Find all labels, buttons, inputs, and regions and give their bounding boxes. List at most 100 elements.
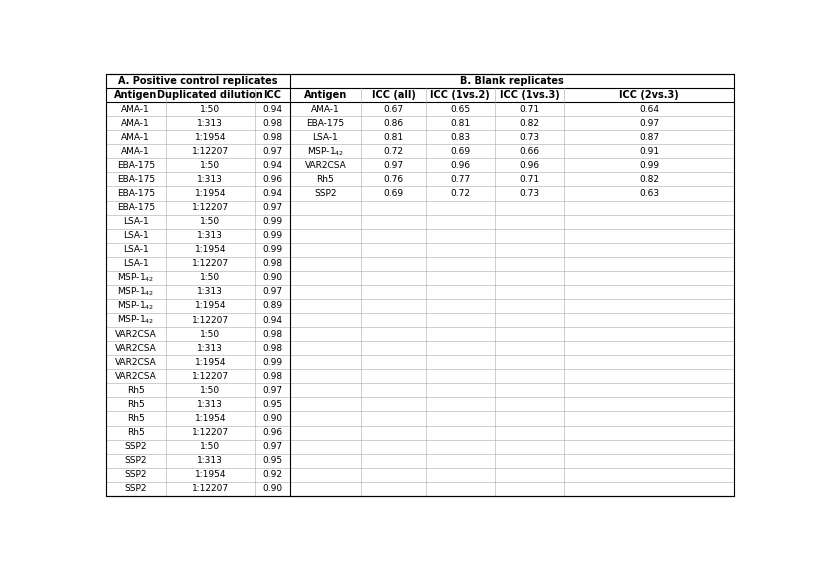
Text: AMA-1: AMA-1 [121,133,150,142]
Text: 1:50: 1:50 [200,442,220,451]
Text: 0.95: 0.95 [262,400,283,409]
Text: VAR2CSA: VAR2CSA [115,330,156,339]
Text: Antigen: Antigen [304,90,347,100]
Text: 0.99: 0.99 [262,231,283,240]
Text: 0.71: 0.71 [519,105,540,114]
Text: 0.81: 0.81 [450,119,470,128]
Text: 0.94: 0.94 [262,315,283,324]
Text: 0.73: 0.73 [519,189,540,198]
Text: Rh5: Rh5 [127,400,145,409]
Text: 1:12207: 1:12207 [192,147,229,156]
Text: Duplicated dilution: Duplicated dilution [157,90,263,100]
Text: 0.96: 0.96 [262,175,283,184]
Text: 0.99: 0.99 [262,245,283,254]
Text: ICC (1vs.3): ICC (1vs.3) [500,90,559,100]
Text: EBA-175: EBA-175 [116,175,155,184]
Text: VAR2CSA: VAR2CSA [115,344,156,353]
Text: 0.73: 0.73 [519,133,540,142]
Text: 1:313: 1:313 [197,400,224,409]
Text: 1:12207: 1:12207 [192,259,229,268]
Text: 0.66: 0.66 [519,147,540,156]
Text: 0.65: 0.65 [450,105,470,114]
Text: 0.98: 0.98 [262,344,283,353]
Text: 1:1954: 1:1954 [195,414,226,423]
Text: 0.72: 0.72 [450,189,470,198]
Text: 0.94: 0.94 [262,189,283,198]
Text: VAR2CSA: VAR2CSA [115,358,156,367]
Text: LSA-1: LSA-1 [123,259,148,268]
Text: 0.69: 0.69 [450,147,470,156]
Text: 0.97: 0.97 [262,147,283,156]
Text: 1:1954: 1:1954 [195,245,226,254]
Text: MSP-1$_{42}$: MSP-1$_{42}$ [117,285,155,298]
Text: 1:12207: 1:12207 [192,315,229,324]
Text: LSA-1: LSA-1 [123,231,148,240]
Text: 0.94: 0.94 [262,105,283,114]
Text: 0.82: 0.82 [639,175,659,184]
Text: EBA-175: EBA-175 [116,203,155,212]
Text: 1:313: 1:313 [197,175,224,184]
Text: 0.99: 0.99 [262,358,283,367]
Text: 0.81: 0.81 [383,133,404,142]
Text: SSP2: SSP2 [124,470,147,479]
Text: A. Positive control replicates: A. Positive control replicates [118,76,278,86]
Text: 1:313: 1:313 [197,119,224,128]
Text: 1:1954: 1:1954 [195,301,226,310]
Text: AMA-1: AMA-1 [121,119,150,128]
Text: Antigen: Antigen [114,90,157,100]
Text: 0.86: 0.86 [383,119,404,128]
Text: LSA-1: LSA-1 [313,133,338,142]
Text: SSP2: SSP2 [314,189,337,198]
Text: 0.89: 0.89 [262,301,283,310]
Text: MSP-1$_{42}$: MSP-1$_{42}$ [117,271,155,284]
Text: 0.82: 0.82 [519,119,540,128]
Text: 0.67: 0.67 [383,105,404,114]
Text: 0.92: 0.92 [262,470,283,479]
Text: VAR2CSA: VAR2CSA [115,372,156,381]
Text: 0.97: 0.97 [383,161,404,170]
Text: 0.97: 0.97 [262,386,283,395]
Text: 1:50: 1:50 [200,330,220,339]
Text: 1:50: 1:50 [200,273,220,282]
Text: AMA-1: AMA-1 [121,105,150,114]
Text: LSA-1: LSA-1 [123,217,148,226]
Text: 0.90: 0.90 [262,273,283,282]
Text: 0.77: 0.77 [450,175,470,184]
Text: 1:313: 1:313 [197,456,224,465]
Text: SSP2: SSP2 [124,442,147,451]
Text: 0.98: 0.98 [262,330,283,339]
Text: LSA-1: LSA-1 [123,245,148,254]
Text: 0.94: 0.94 [262,161,283,170]
Text: 0.64: 0.64 [639,105,659,114]
Text: MSP-1$_{42}$: MSP-1$_{42}$ [117,300,155,312]
Text: 0.91: 0.91 [639,147,659,156]
Text: 1:1954: 1:1954 [195,358,226,367]
Text: SSP2: SSP2 [124,456,147,465]
Text: MSP-1$_{42}$: MSP-1$_{42}$ [307,145,344,157]
Text: 1:12207: 1:12207 [192,372,229,381]
Text: 1:50: 1:50 [200,105,220,114]
Text: EBA-175: EBA-175 [116,161,155,170]
Text: 0.97: 0.97 [639,119,659,128]
Text: Rh5: Rh5 [127,428,145,437]
Text: 0.71: 0.71 [519,175,540,184]
Text: 0.90: 0.90 [262,484,283,493]
Text: 1:1954: 1:1954 [195,189,226,198]
Text: 1:12207: 1:12207 [192,203,229,212]
Text: 0.98: 0.98 [262,133,283,142]
Text: B. Blank replicates: B. Blank replicates [460,76,563,86]
Text: EBA-175: EBA-175 [116,189,155,198]
Text: 0.97: 0.97 [262,203,283,212]
Text: AMA-1: AMA-1 [311,105,340,114]
Text: ICC (2vs.3): ICC (2vs.3) [619,90,679,100]
Text: 1:50: 1:50 [200,217,220,226]
Text: 0.69: 0.69 [383,189,404,198]
Text: 0.63: 0.63 [639,189,659,198]
Text: 0.90: 0.90 [262,414,283,423]
Text: 0.87: 0.87 [639,133,659,142]
Text: ICC (all): ICC (all) [372,90,416,100]
Text: 0.96: 0.96 [262,428,283,437]
Text: 0.95: 0.95 [262,456,283,465]
Text: 0.96: 0.96 [519,161,540,170]
Text: Rh5: Rh5 [317,175,334,184]
